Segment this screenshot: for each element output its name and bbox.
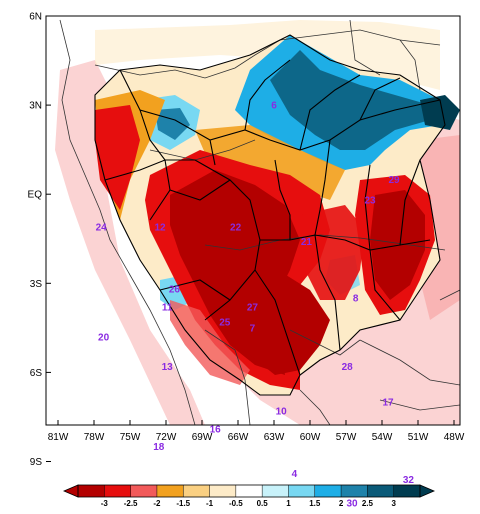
lat-tick-label: EQ: [28, 190, 43, 201]
colorbar-segment: [262, 485, 289, 497]
basin-number-label: 13: [162, 362, 174, 373]
basin-number-label: 4: [292, 469, 298, 480]
basin-number-label: 22: [230, 222, 242, 233]
colorbar-segment: [341, 485, 368, 497]
colorbar-label: 2.5: [362, 499, 374, 508]
basin-number-label: 27: [247, 303, 259, 314]
colorbar-label: -1: [206, 499, 214, 508]
longitude-axis: 81W 78W 75W 72W 69W 66W 63W 60W 57W 54W 51W 48W: [48, 420, 465, 443]
wet-region-west-dark: [155, 108, 190, 140]
colorbar-label: 1.5: [309, 499, 321, 508]
basin-number-label: 17: [382, 398, 394, 409]
lon-tick-label: 72W: [156, 432, 177, 443]
anomaly-field: [55, 19, 460, 425]
basin-number-label: 25: [219, 317, 231, 328]
lon-tick-label: 66W: [228, 432, 249, 443]
lon-tick-label: 75W: [120, 432, 141, 443]
lat-tick-label: 6S: [30, 368, 43, 379]
colorbar-max-arrow: [419, 484, 436, 498]
lon-tick-label: 60W: [300, 432, 321, 443]
basin-number-label: 11: [162, 303, 173, 314]
map-frame: [45, 15, 461, 426]
colorbar-segment: [156, 485, 184, 497]
colorbar-label: -0.5: [229, 499, 243, 508]
basin-number-label: 10: [276, 407, 288, 418]
sub-basin-boundaries: [94, 34, 446, 396]
colorbar-label: -1.5: [176, 499, 190, 508]
colorbar-min-arrow: [62, 484, 79, 498]
lon-tick-label: 63W: [264, 432, 285, 443]
colorbar-label: -2.5: [124, 499, 138, 508]
lon-tick-label: 57W: [336, 432, 357, 443]
basin-number-label: 28: [342, 362, 354, 373]
colorbar-label: -3: [101, 499, 109, 508]
colorbar-segment: [78, 485, 105, 497]
latitude-axis: 6N3NEQ3S6S9S12S15S18S21S: [28, 12, 51, 468]
basin-number-label: 26: [169, 285, 181, 296]
colorbar-segment: [288, 485, 316, 497]
colorbar-label: -2: [153, 499, 161, 508]
colorbar-label: 3: [391, 499, 396, 508]
basin-number-label: 18: [153, 442, 165, 453]
lat-tick-label: 9S: [30, 457, 43, 468]
lon-tick-label: 78W: [84, 432, 105, 443]
colorbar-segment: [393, 485, 421, 497]
basin-number-label: 12: [154, 222, 166, 233]
dry-region-center-orange: [195, 125, 345, 200]
colorbar-label: 1: [286, 499, 291, 508]
colorbar-outline: [77, 484, 421, 498]
lat-tick-label: 3S: [30, 279, 43, 290]
basin-number-label: 23: [364, 196, 376, 207]
lon-tick-label: 51W: [408, 432, 429, 443]
basin-number-label: 8: [353, 294, 359, 305]
colorbar-label: 0.5: [257, 499, 269, 508]
colorbar-segment: [235, 485, 263, 497]
dry-region-south-deep: [225, 265, 330, 375]
lon-tick-label: 81W: [48, 432, 69, 443]
lat-tick-label: 6N: [29, 12, 42, 23]
basin-number-label: 20: [98, 332, 110, 343]
basin-number-label: 16: [210, 424, 222, 435]
lon-tick-label: 54W: [372, 432, 393, 443]
wet-region-north-dark: [270, 50, 430, 150]
colorbar-segment: [367, 485, 394, 497]
lon-tick-label: 69W: [192, 432, 213, 443]
land-west-pink: [55, 60, 205, 425]
colorbar-segment: [209, 485, 237, 497]
wet-region-east-mouth: [420, 95, 460, 130]
colorbar-segment: [130, 485, 158, 497]
basin-number-label: 7: [250, 323, 256, 334]
basin-number-label: 24: [96, 222, 108, 233]
basin-number-label: 30: [346, 499, 358, 510]
colorbar-label: 2: [339, 499, 344, 508]
basin-number-label: 29: [388, 175, 400, 186]
colorbar-segment: [104, 485, 131, 497]
basin-number-label: 21: [301, 237, 313, 248]
lon-tick-label: 48W: [444, 432, 465, 443]
colorbar-segment: [183, 485, 210, 497]
colorbar-segment: [314, 485, 342, 497]
basin-number-label: 32: [403, 475, 415, 486]
dry-region-south-orange-fringe: [170, 300, 250, 385]
colorbar: -3 -2.5 -2 -1.5 -1 -0.5 0.5 1 1.5 2 2.5 3: [62, 484, 436, 508]
lat-tick-label: 3N: [29, 101, 42, 112]
basin-number-label: 6: [271, 101, 277, 112]
